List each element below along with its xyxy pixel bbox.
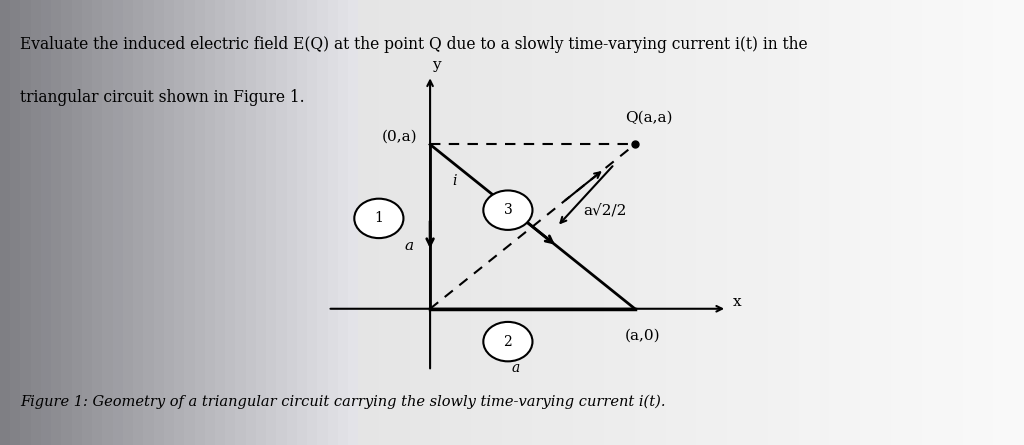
Text: Q(a,a): Q(a,a) <box>625 111 672 125</box>
Circle shape <box>483 322 532 361</box>
Text: triangular circuit shown in Figure 1.: triangular circuit shown in Figure 1. <box>20 89 305 106</box>
Text: 3: 3 <box>504 203 512 217</box>
Text: 2: 2 <box>504 335 512 348</box>
Text: 1: 1 <box>375 211 383 225</box>
Text: x: x <box>733 295 741 309</box>
Text: a√2/2: a√2/2 <box>584 203 627 217</box>
Text: Figure 1: Geometry of a triangular circuit carrying the slowly time-varying curr: Figure 1: Geometry of a triangular circu… <box>20 395 666 409</box>
Text: i: i <box>453 174 457 188</box>
Text: (0,a): (0,a) <box>382 129 418 143</box>
Text: a: a <box>404 239 414 253</box>
Text: Evaluate the induced electric field E(Q) at the point Q due to a slowly time-var: Evaluate the induced electric field E(Q)… <box>20 36 808 53</box>
Circle shape <box>354 198 403 238</box>
Circle shape <box>483 190 532 230</box>
Text: y: y <box>432 58 440 72</box>
Text: (a,0): (a,0) <box>625 328 660 343</box>
Text: a: a <box>512 361 520 375</box>
